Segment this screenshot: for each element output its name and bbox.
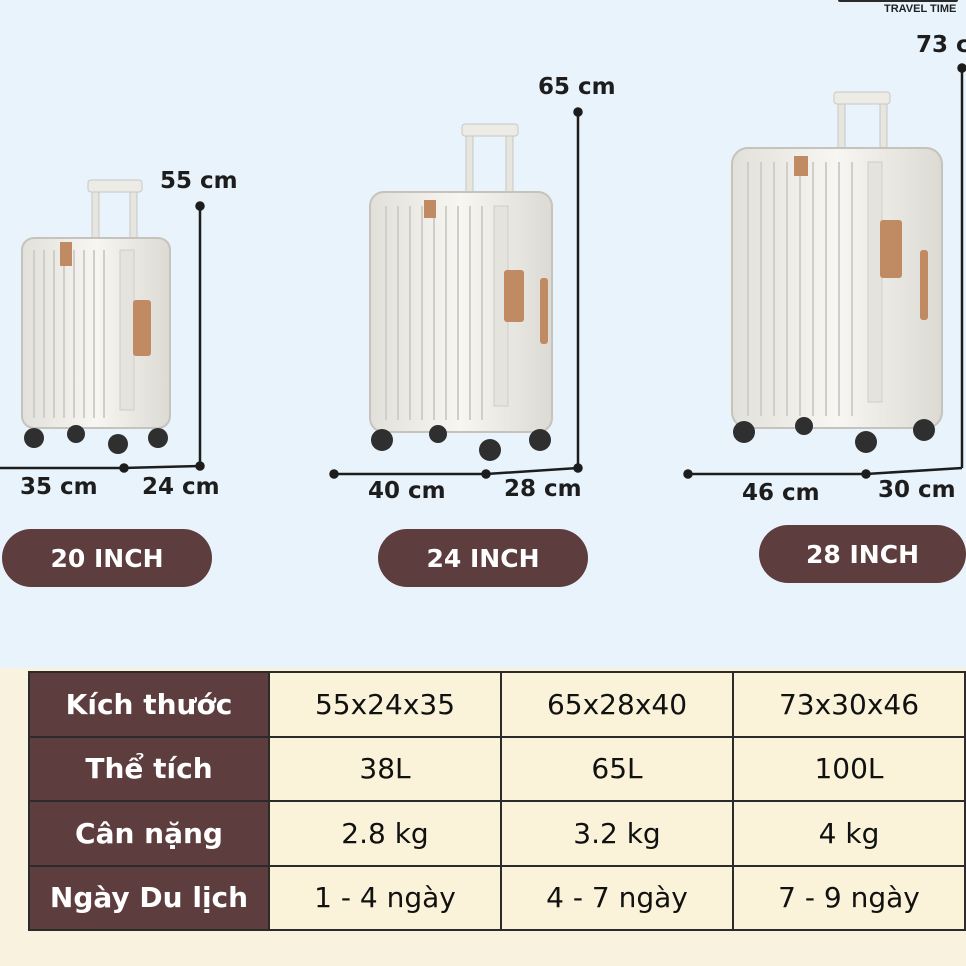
tag-20-loop — [60, 242, 72, 266]
table-cell: 65x28x40 — [500, 671, 734, 738]
size-pill-28-inch: 28 INCH — [759, 525, 966, 583]
suitcase-20-inch — [21, 179, 171, 454]
table-cell: 100L — [732, 735, 966, 802]
depth-label-28: 30 cm — [878, 477, 956, 503]
width-label-28: 46 cm — [742, 480, 820, 506]
brand-tagline: TRAVEL TIME — [884, 3, 957, 15]
table-row: Kích thước 55x24x35 65x28x40 73x30x46 — [28, 671, 966, 738]
height-label-28: 73 c — [916, 32, 966, 58]
suitcase-24-inch — [369, 123, 553, 461]
depth-label-20: 24 cm — [142, 474, 220, 500]
table-row: Thể tích 38L 65L 100L — [28, 735, 966, 802]
table-cell: 3.2 kg — [500, 800, 734, 867]
table-cell: 7 - 9 ngày — [732, 864, 966, 931]
table-cell: 38L — [268, 735, 502, 802]
table-cell: 65L — [500, 735, 734, 802]
size-pill-20-inch: 20 INCH — [2, 529, 212, 587]
luggage-tag-20 — [133, 300, 151, 356]
table-row: Ngày Du lịch 1 - 4 ngày 4 - 7 ngày 7 - 9… — [28, 864, 966, 931]
height-label-24: 65 cm — [538, 74, 616, 100]
table-cell: 4 - 7 ngày — [500, 864, 734, 931]
table-cell: 2.8 kg — [268, 800, 502, 867]
dimension-lines — [0, 63, 966, 479]
spec-table: Kích thước 55x24x35 65x28x40 73x30x46 Th… — [28, 671, 966, 931]
height-label-20: 55 cm — [160, 168, 238, 194]
suitcase-28-inch — [731, 91, 943, 453]
row-header-travel-days: Ngày Du lịch — [28, 864, 270, 931]
depth-label-24: 28 cm — [504, 476, 582, 502]
table-cell: 4 kg — [732, 800, 966, 867]
luggage-tag-24 — [504, 270, 524, 322]
luggage-tag-28 — [880, 220, 902, 278]
brand-logo: TRAVEL TIME — [832, 0, 966, 20]
row-header-volume: Thể tích — [28, 735, 270, 802]
table-cell: 55x24x35 — [268, 671, 502, 738]
table-cell: 1 - 4 ngày — [268, 864, 502, 931]
width-label-20: 35 cm — [20, 474, 98, 500]
row-header-size: Kích thước — [28, 671, 270, 738]
width-label-24: 40 cm — [368, 478, 446, 504]
table-row: Cân nặng 2.8 kg 3.2 kg 4 kg — [28, 800, 966, 867]
size-pill-24-inch: 24 INCH — [378, 529, 588, 587]
row-header-weight: Cân nặng — [28, 800, 270, 867]
table-cell: 73x30x46 — [732, 671, 966, 738]
brand-wordmark — [838, 0, 958, 2]
suitcase-illustrations — [0, 63, 966, 479]
